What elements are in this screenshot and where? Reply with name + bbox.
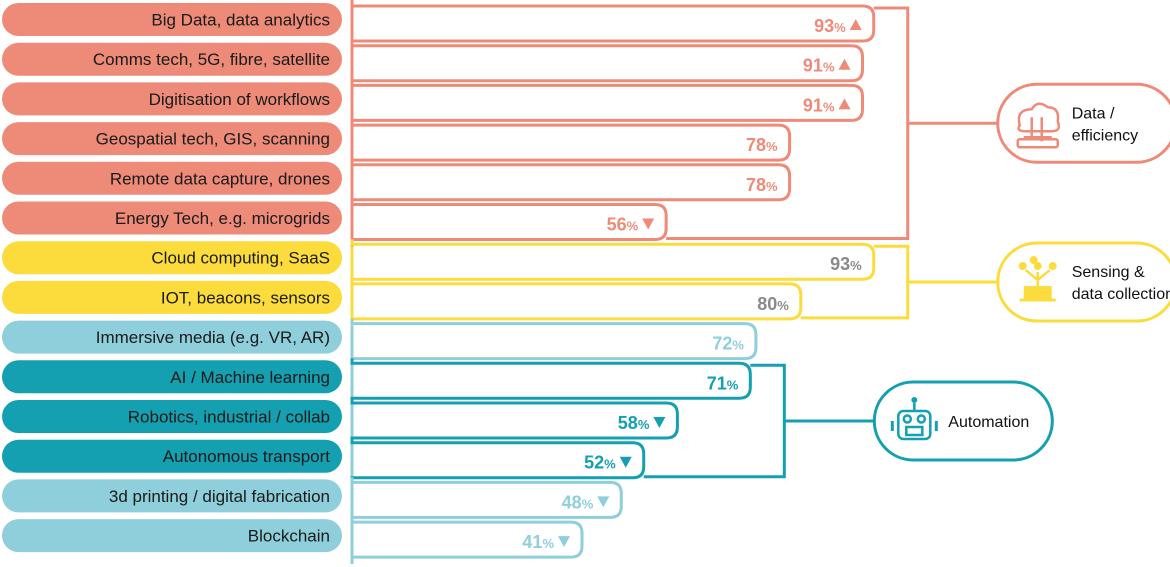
category-label: IOT, beacons, sensors	[161, 288, 330, 307]
value-label: 93%	[830, 254, 862, 274]
bar-row: AI / Machine learning 71%	[2, 358, 752, 403]
bar-row: Geospatial tech, GIS, scanning 78%	[2, 120, 792, 165]
category-label: Comms tech, 5G, fibre, satellite	[93, 50, 330, 69]
category-label: Immersive media (e.g. VR, AR)	[96, 328, 330, 347]
bars-layer: Big Data, data analytics 93% Comms tech, 5…	[2, 0, 876, 565]
category-pill	[2, 161, 342, 195]
trend-up-icon	[838, 98, 851, 110]
bar-row: Robotics, industrial / collab 58%	[2, 398, 679, 442]
group-label: Sensing &	[1072, 264, 1145, 281]
category-pill	[2, 479, 342, 513]
value-label: 41%	[522, 532, 554, 552]
bar-row: Big Data, data analytics 93%	[2, 1, 876, 45]
value-label: 52%	[584, 453, 616, 473]
bar	[350, 318, 758, 363]
category-pill	[2, 439, 342, 473]
value-label: 72%	[712, 334, 744, 354]
category-pill	[2, 320, 342, 354]
trend-down-icon	[642, 218, 655, 230]
value-label: 91%	[803, 56, 835, 76]
bar	[350, 358, 752, 403]
category-label: Energy Tech, e.g. microgrids	[115, 209, 330, 228]
value-label: 58%	[618, 413, 650, 433]
category-pill	[2, 400, 342, 433]
group-bracket: Data / efficiency	[666, 6, 1170, 240]
trend-up-icon	[838, 58, 851, 70]
bar	[350, 199, 668, 244]
groups-layer: Data / efficiency Sensing & data collection…	[643, 6, 1170, 479]
group-bracket: Sensing & data collections	[800, 241, 1170, 323]
group-badge	[996, 82, 1170, 164]
bar-row: Remote data capture, drones 78%	[2, 159, 792, 204]
trend-up-icon	[849, 19, 862, 30]
category-label: 3d printing / digital fabrication	[109, 487, 330, 506]
category-label: AI / Machine learning	[170, 368, 330, 387]
category-label: Big Data, data analytics	[151, 11, 330, 30]
group-badge	[872, 380, 1054, 462]
value-label: 80%	[757, 294, 789, 314]
value-label: 91%	[803, 95, 835, 115]
bracket-line	[800, 244, 910, 320]
group-badge	[996, 241, 1170, 323]
category-label: Blockchain	[248, 527, 330, 546]
trend-down-icon	[619, 456, 632, 468]
category-label: Remote data capture, drones	[110, 169, 330, 188]
bar	[350, 239, 876, 284]
category-pill	[2, 122, 342, 156]
cloud-circuit-icon	[1016, 102, 1061, 149]
group-label: Automation	[948, 414, 1029, 431]
category-pill	[2, 3, 342, 36]
robot-icon	[890, 397, 938, 441]
category-label: Autonomous transport	[163, 447, 331, 466]
category-pill	[2, 82, 342, 116]
category-label: Digitisation of workflows	[149, 90, 330, 109]
group-bracket: Automation	[643, 363, 1054, 479]
bar-row: Digitisation of workflows 91%	[2, 80, 865, 125]
bracket-line	[666, 6, 910, 240]
value-label: 78%	[746, 175, 778, 195]
trend-down-icon	[597, 496, 610, 508]
bar	[350, 278, 803, 323]
group-label: data collections	[1072, 286, 1170, 303]
category-pill	[2, 360, 342, 394]
bar	[350, 477, 623, 522]
value-label: 93%	[814, 16, 846, 36]
bar	[350, 40, 865, 85]
trend-down-icon	[653, 417, 666, 428]
category-label: Robotics, industrial / collab	[128, 408, 330, 427]
bar	[350, 398, 679, 442]
category-pill	[2, 201, 342, 235]
category-label: Cloud computing, SaaS	[151, 249, 330, 268]
group-label: Data /	[1072, 105, 1115, 122]
category-label: Geospatial tech, GIS, scanning	[96, 130, 330, 149]
bar	[350, 437, 646, 482]
trend-down-icon	[558, 536, 571, 548]
bar	[350, 80, 865, 125]
bar	[350, 159, 792, 204]
bar-row: 3d printing / digital fabrication 48%	[2, 477, 623, 522]
category-pill	[2, 241, 342, 275]
bar-row: Autonomous transport 52%	[2, 437, 646, 482]
value-label: 56%	[607, 215, 639, 235]
value-label: 78%	[746, 135, 778, 155]
bar-row: IOT, beacons, sensors 80%	[2, 278, 803, 323]
bar-row: Blockchain 41%	[2, 517, 584, 562]
bar-row: Comms tech, 5G, fibre, satellite 91%	[2, 40, 865, 85]
bar-row: Cloud computing, SaaS 93%	[2, 239, 876, 284]
bar-row: Energy Tech, e.g. microgrids 56%	[2, 199, 668, 244]
value-label: 48%	[562, 492, 594, 512]
sensor-network-icon	[1018, 256, 1057, 302]
group-label: efficiency	[1072, 127, 1138, 144]
value-label: 71%	[707, 373, 739, 393]
bar-row: Immersive media (e.g. VR, AR) 72%	[2, 318, 758, 363]
bar	[350, 120, 792, 165]
bar	[350, 1, 876, 45]
category-pill	[2, 519, 342, 553]
bar	[350, 517, 584, 562]
category-pill	[2, 42, 342, 76]
category-pill	[2, 280, 342, 314]
